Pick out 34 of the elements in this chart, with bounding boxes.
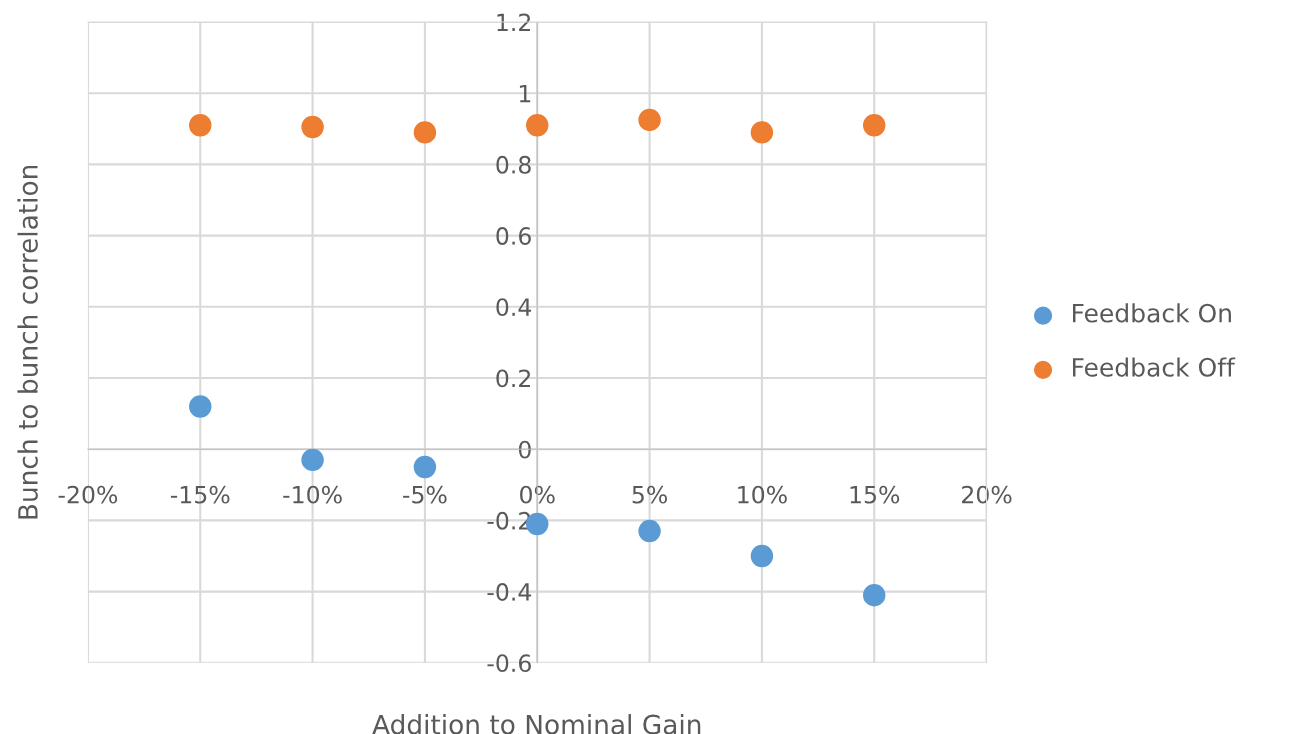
legend-label: Feedback On	[1073, 303, 1231, 323]
y-axis-title: Bunch to bunch correlation	[17, 165, 38, 519]
x-tick-label: -20%	[58, 485, 118, 504]
point	[301, 448, 324, 472]
point	[863, 114, 886, 137]
x-tick-label: 5%	[632, 485, 667, 504]
x-tick-label: 15%	[850, 485, 900, 504]
y-tick-label: -0.4	[487, 583, 532, 601]
point	[526, 114, 549, 137]
point	[863, 583, 886, 607]
point	[413, 455, 437, 479]
y-tick-label: 1	[519, 84, 531, 103]
point	[189, 395, 212, 418]
x-tick-label: -10%	[283, 485, 342, 504]
x-tick-label: 0%	[520, 485, 555, 504]
y-tick-label: 0	[518, 440, 531, 459]
y-tick-label: -0.6	[487, 654, 531, 673]
point	[750, 544, 774, 568]
y-tick-label: 0.4	[496, 298, 532, 317]
point	[413, 121, 437, 144]
point	[638, 519, 661, 543]
y-tick-label: 0.6	[496, 227, 531, 245]
x-tick-label: 10%	[738, 485, 787, 504]
point	[638, 108, 661, 132]
x-tick-label: -5%	[403, 485, 447, 504]
legend-label: Feedback Off	[1073, 357, 1236, 377]
y-tick-label: 0.2	[496, 369, 531, 388]
y-tick-label: 1.2	[497, 13, 531, 31]
x-axis-title: Addition to Nominal Gain	[372, 714, 701, 734]
x-tick-label: -15%	[170, 485, 230, 504]
point	[301, 115, 324, 139]
y-tick-label: 0.8	[496, 155, 531, 174]
point	[189, 114, 212, 137]
point	[750, 121, 774, 144]
